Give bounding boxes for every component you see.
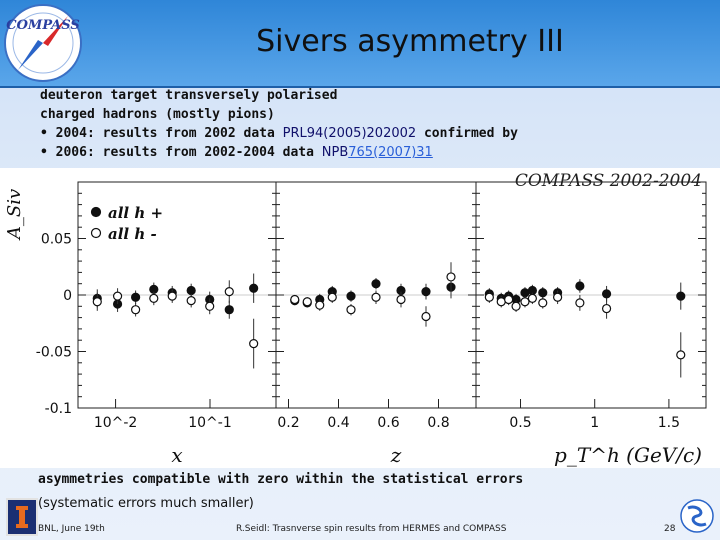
logo-text: COMPASS <box>6 18 79 33</box>
data-point-hminus <box>224 287 234 297</box>
data-point-hplus <box>538 288 548 298</box>
legend-marker <box>90 206 102 218</box>
footer-note: (systematic errors much smaller) <box>38 496 254 511</box>
plot-area: COMPASS 2002-2004 A_Siv 0.05 0 -0.05 -0.1 10^-… <box>0 168 720 468</box>
data-point-hplus <box>601 289 612 299</box>
data-point-hminus <box>149 293 159 303</box>
bullet-line-1: deuteron target transversely polarised <box>40 88 338 103</box>
data-point-hplus <box>346 291 356 301</box>
bullet-item-1-ref: PRL94(2005)202002 <box>282 126 417 141</box>
slide-title: Sivers asymmetry III <box>256 24 564 59</box>
x-tick-label: 1.5 <box>658 415 680 431</box>
bullet-item-2-text: 2006: results from 2002-2004 data <box>55 145 314 160</box>
university-logo-icon <box>6 498 38 536</box>
data-point-hminus <box>527 293 537 303</box>
legend-label: all h + <box>108 204 163 222</box>
data-point-hplus <box>186 285 196 296</box>
data-point-hminus <box>131 305 141 315</box>
institute-logo-icon <box>680 499 714 533</box>
y-tick-label: 0 <box>63 288 72 304</box>
bullet-list: deuteron target transversely polarised c… <box>40 86 600 162</box>
x-tick-label: 10^-2 <box>94 415 138 431</box>
data-point-hplus <box>676 291 686 301</box>
bullet-line-2: charged hadrons (mostly pions) <box>40 107 275 122</box>
x-tick-label: 10^-1 <box>188 415 232 431</box>
data-point-hminus <box>315 300 325 310</box>
data-point-hminus <box>484 292 494 302</box>
bullet-marker: • <box>40 126 48 141</box>
data-point-hminus <box>186 296 196 306</box>
bullet-item-2-ref: NPB <box>321 145 349 160</box>
x-tick-label: 1 <box>590 415 599 431</box>
y-tick-label: -0.05 <box>36 345 72 361</box>
x-axis-label: x <box>171 443 182 467</box>
data-point-hminus <box>553 292 563 302</box>
x-tick-label: 0.2 <box>277 415 299 431</box>
data-point-hminus <box>520 297 530 307</box>
chart-title: COMPASS 2002-2004 <box>515 171 702 191</box>
x-tick-label: 0.5 <box>509 415 531 431</box>
data-point-hminus <box>327 292 337 302</box>
bullet-item-2-link[interactable]: 765(2007)31 <box>348 145 433 160</box>
x-tick-label: 0.6 <box>377 415 399 431</box>
data-point-hplus <box>421 287 431 297</box>
footer-event: BNL, June 19th <box>38 524 105 534</box>
data-point-hminus <box>249 338 259 349</box>
x-axis-label: z <box>390 443 402 467</box>
legend-label: all h - <box>108 225 157 243</box>
data-point-hplus <box>131 292 141 302</box>
chart-legend: all h + all h - <box>90 204 163 243</box>
data-point-hminus <box>511 301 521 311</box>
legend-marker <box>90 227 102 239</box>
bullet-item-2: • 2006: results from 2002-2004 data NPB7… <box>40 143 600 162</box>
data-point-hminus <box>302 297 312 307</box>
footer-speaker: R.Seidl: Trasnverse spin results from HE… <box>236 524 507 534</box>
data-point-hminus <box>346 305 356 315</box>
data-point-hminus <box>92 297 102 307</box>
data-point-hminus <box>676 350 686 360</box>
data-point-hplus <box>371 279 381 289</box>
data-point-hminus <box>167 291 177 301</box>
panel-3: 0.5 1 1.5 p_T^h (GeV/c) <box>475 181 707 467</box>
data-point-hplus <box>575 281 585 291</box>
bullet-marker: • <box>40 145 48 160</box>
data-point-hplus <box>249 283 259 293</box>
data-point-hminus <box>575 298 585 308</box>
data-point-hminus <box>601 303 612 314</box>
bullet-item-1: • 2004: results from 2002 data PRL94(200… <box>40 124 600 143</box>
data-point-hminus <box>496 297 506 307</box>
sivers-chart: COMPASS 2002-2004 A_Siv 0.05 0 -0.05 -0.1 10^-… <box>4 171 707 467</box>
panel-2: 0.2 0.4 0.6 0.8 z <box>275 181 477 467</box>
data-point-hminus <box>371 292 381 302</box>
data-point-hminus <box>538 298 548 308</box>
data-point-hminus <box>205 301 215 311</box>
y-tick-label: -0.1 <box>45 401 72 417</box>
y-axis-label: A_Siv <box>4 189 25 241</box>
data-point-hminus <box>290 294 300 305</box>
data-point-hplus <box>520 288 530 298</box>
compass-logo-icon: COMPASS <box>4 4 82 82</box>
bullet-item-1-suffix: confirmed by <box>423 126 518 141</box>
data-point-hminus <box>112 291 123 301</box>
page-number: 28 <box>664 524 676 534</box>
header-bar <box>0 0 720 88</box>
data-point-hminus <box>446 272 456 282</box>
x-tick-label: 0.8 <box>427 415 449 431</box>
data-point-hminus <box>421 311 431 322</box>
footer-conclusion: asymmetries compatible with zero within … <box>38 472 524 487</box>
panel-1: 10^-2 10^-1 x <box>77 181 277 467</box>
y-tick-label: 0.05 <box>41 232 72 248</box>
x-axis-label: p_T^h (GeV/c) <box>554 443 702 467</box>
data-point-hminus <box>396 294 406 305</box>
x-tick-label: 0.4 <box>327 415 349 431</box>
bullet-item-1-text: 2004: results from 2002 data <box>55 126 275 141</box>
data-point-hplus <box>224 305 234 315</box>
data-point-hminus <box>504 294 514 305</box>
